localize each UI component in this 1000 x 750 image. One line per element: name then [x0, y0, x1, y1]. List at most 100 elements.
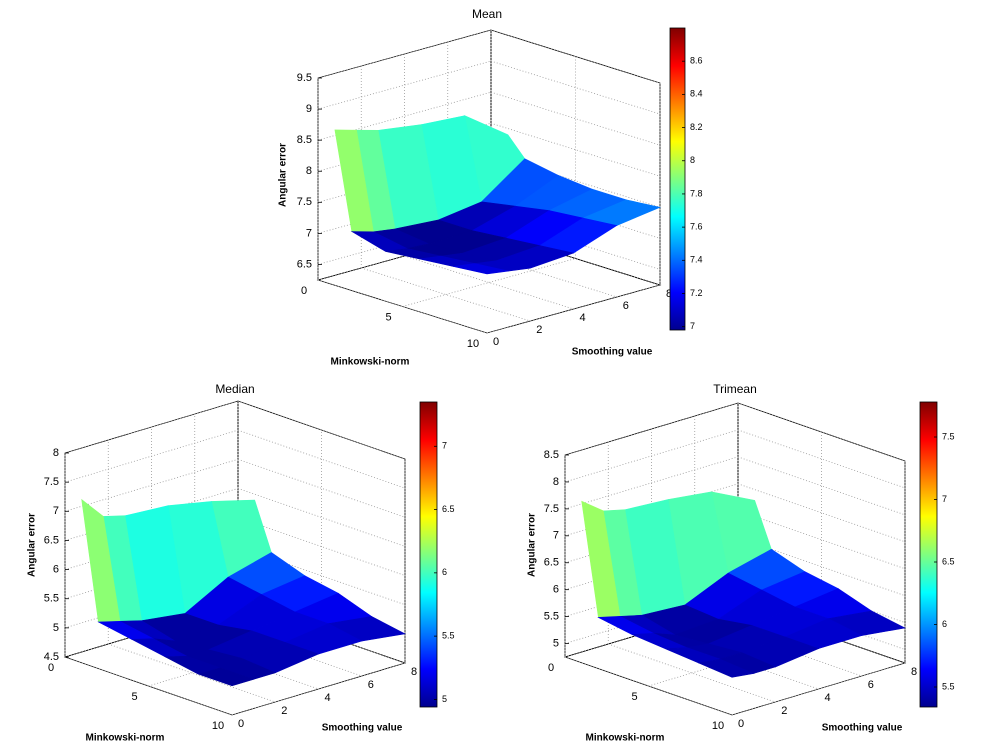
subplot-title: Mean	[472, 7, 502, 21]
x-axis-label: Minkowski-norm	[331, 357, 410, 368]
grid-line	[194, 617, 362, 677]
grid-line	[490, 60, 661, 115]
z-tick-label: 6	[53, 563, 59, 575]
x-tick-label: 10	[212, 720, 224, 732]
grid-line	[237, 458, 406, 518]
grid-line	[490, 91, 661, 146]
y-tick-label: 4	[824, 692, 830, 704]
colorbar	[919, 401, 938, 708]
surface-patch	[697, 658, 755, 678]
grid-line	[237, 488, 406, 547]
z-tick-label: 8	[306, 165, 312, 177]
x-tick-label: 0	[301, 285, 307, 297]
grid-line	[694, 617, 862, 677]
z-tick-label: 6	[553, 584, 559, 596]
colorbar-tick-label: 6	[942, 619, 947, 629]
grid-line	[737, 591, 906, 650]
colorbar-tick-label: 7	[442, 441, 447, 451]
z-tick-label: 7.5	[544, 503, 559, 515]
grid-line	[490, 122, 661, 177]
grid-line	[731, 662, 906, 716]
z-tick-label: 8	[553, 476, 559, 488]
grid-line	[404, 255, 574, 310]
grid-line	[237, 400, 406, 460]
grid-line	[490, 29, 661, 84]
grid-line	[64, 656, 233, 716]
x-axis-label: Minkowski-norm	[586, 733, 665, 744]
grid-line	[317, 279, 488, 334]
x-axis-label: Minkowski-norm	[86, 733, 165, 744]
grid-line	[317, 60, 492, 110]
grid-line	[64, 400, 239, 454]
z-tick-label: 4.5	[44, 651, 59, 663]
y-tick-label: 8	[411, 666, 417, 678]
surface-patch	[197, 667, 255, 687]
grid-line	[361, 267, 531, 322]
z-tick-label: 7.5	[44, 476, 59, 488]
y-axis-label: Smoothing value	[822, 723, 903, 734]
colorbar-tick-label: 8.4	[690, 89, 703, 99]
grid-line	[237, 429, 406, 489]
x-tick-label: 0	[48, 662, 54, 674]
grid-line	[564, 429, 739, 483]
grid-line	[564, 402, 739, 456]
x-tick-label: 5	[385, 311, 391, 323]
z-tick-label: 9	[306, 103, 312, 115]
y-tick-label: 8	[911, 666, 917, 678]
grid-line	[737, 402, 906, 462]
colorbar	[419, 401, 438, 708]
z-axis-label: Angular error	[278, 143, 289, 207]
z-tick-label: 6.5	[544, 557, 559, 569]
subplot: 0 5 10 0 2 4 6 8 4.5 5 5.5 6 6.5 7 7.5 8 Median Minkowski…	[27, 382, 455, 743]
z-tick-label: 7	[53, 505, 59, 517]
x-tick-label: 5	[131, 691, 137, 703]
y-axis-label: Smoothing value	[572, 347, 653, 358]
grid-line	[564, 456, 739, 510]
grid-line	[490, 216, 661, 270]
grid-line	[737, 429, 906, 489]
y-tick-label: 2	[281, 705, 287, 717]
grid-line	[608, 643, 776, 703]
z-tick-label: 7	[306, 227, 312, 239]
grid-line	[564, 656, 733, 716]
grid-line	[490, 231, 661, 286]
grid-line	[490, 185, 661, 239]
subplot: 0 5 10 0 2 4 6 8 6.5 7 7.5 8 8.5 9 9.5 Mean Minkowski-no…	[278, 7, 703, 367]
grid-line	[490, 153, 661, 208]
grid-line	[737, 483, 906, 543]
subplot-title: Median	[215, 382, 254, 396]
y-tick-label: 6	[868, 679, 874, 691]
colorbar-tick-label: 5	[442, 694, 447, 704]
x-tick-label: 5	[631, 691, 637, 703]
z-tick-label: 6.5	[44, 534, 59, 546]
grid-line	[737, 456, 906, 516]
z-axis-label: Angular error	[27, 513, 38, 577]
colorbar-tick-label: 7.6	[690, 221, 703, 231]
y-tick-label: 2	[781, 705, 787, 717]
grid-line	[237, 517, 406, 576]
grid-line	[737, 537, 906, 597]
x-tick-label: 10	[467, 338, 479, 350]
colorbar-tick-label: 6	[442, 567, 447, 577]
y-tick-label: 0	[238, 718, 244, 730]
y-axis-label: Smoothing value	[322, 723, 403, 734]
y-tick-label: 0	[493, 336, 499, 348]
colorbar-tick-label: 5.5	[442, 631, 455, 641]
colorbar-tick-label: 7.8	[690, 188, 703, 198]
grid-line	[737, 564, 906, 623]
surface-patch	[453, 263, 509, 275]
colorbar-tick-label: 5.5	[942, 681, 955, 691]
y-tick-label: 8	[666, 288, 672, 300]
z-tick-label: 5	[53, 622, 59, 634]
grid-line	[108, 643, 276, 703]
grid-line	[237, 604, 406, 664]
colorbar	[669, 27, 686, 331]
grid-line	[737, 604, 906, 664]
subplot: 0 5 10 0 2 4 6 8 5 5.5 6 6.5 7 7.5 8 8.5 Trimean Minkowsk…	[527, 382, 955, 743]
colorbar-tick-label: 8.6	[690, 56, 703, 66]
y-tick-label: 0	[738, 718, 744, 730]
grid-line	[447, 243, 617, 298]
z-tick-label: 8.5	[544, 449, 559, 461]
z-tick-label: 8.5	[297, 134, 312, 146]
